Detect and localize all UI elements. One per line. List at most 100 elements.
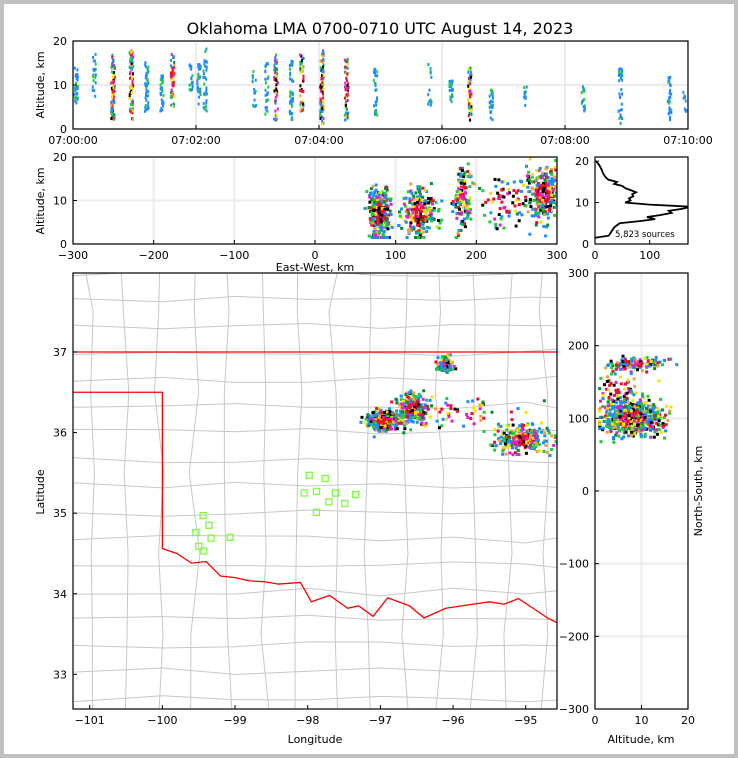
source-point [457, 178, 461, 182]
source-point [650, 408, 654, 412]
source-point [251, 80, 254, 84]
source-point [453, 202, 457, 206]
source-point [511, 446, 515, 450]
source-point [638, 429, 642, 433]
source-point [372, 70, 375, 74]
source-point [541, 189, 545, 193]
source-point [565, 203, 568, 206]
source-point [541, 428, 545, 432]
source-point [558, 200, 561, 203]
source-point [508, 439, 512, 443]
source-point [410, 229, 414, 233]
source-point [421, 218, 425, 222]
lma-station-marker [305, 471, 313, 479]
source-point [403, 204, 407, 208]
source-point [173, 60, 176, 64]
source-point [500, 200, 504, 204]
source-point [605, 430, 609, 434]
source-point [276, 93, 279, 97]
source-point [489, 103, 492, 107]
source-point [631, 403, 635, 407]
source-point [266, 77, 269, 81]
source-point [494, 444, 498, 448]
source-point [422, 199, 426, 203]
source-point [609, 408, 613, 412]
source-point [405, 400, 409, 404]
source-point [467, 97, 470, 101]
source-point [663, 413, 667, 417]
source-point [451, 95, 454, 99]
source-point [110, 100, 113, 104]
source-point [76, 96, 79, 100]
source-point [619, 375, 623, 379]
source-point [547, 431, 551, 435]
source-point [386, 227, 390, 231]
source-point [611, 369, 615, 373]
source-point [130, 107, 133, 111]
source-point [631, 364, 635, 368]
source-point [662, 416, 666, 420]
source-point [560, 197, 563, 200]
source-point [648, 424, 652, 428]
source-point [514, 437, 518, 441]
source-point [554, 191, 557, 195]
source-point [144, 94, 147, 98]
source-point [538, 196, 542, 200]
source-point [529, 205, 533, 209]
source-point [251, 74, 254, 78]
source-point [146, 84, 149, 88]
source-point [530, 422, 534, 426]
source-point [526, 185, 530, 189]
source-point [633, 384, 637, 388]
source-point [426, 407, 430, 411]
source-point [404, 196, 408, 200]
source-point [408, 201, 412, 205]
source-point [451, 88, 454, 92]
source-point [535, 184, 539, 188]
source-point [647, 364, 651, 368]
source-point [374, 88, 377, 92]
lma-station-marker [312, 487, 321, 496]
source-point [641, 415, 645, 419]
source-point [636, 416, 640, 420]
source-point [420, 222, 424, 226]
source-point [531, 438, 535, 442]
source-point [173, 95, 176, 99]
mid-ylabel: Altitude, km [34, 167, 47, 234]
source-point [616, 394, 620, 398]
source-point [301, 59, 304, 63]
source-point [614, 401, 618, 405]
source-point [515, 212, 519, 216]
source-point [343, 58, 346, 62]
source-point [417, 231, 421, 235]
source-point [382, 419, 386, 423]
source-point [198, 63, 201, 67]
source-point [399, 207, 403, 211]
ns-height-ytick-label: 300 [568, 267, 589, 280]
source-point [160, 98, 163, 102]
ew-height-ytick-label: 0 [60, 238, 67, 251]
source-point [266, 92, 269, 96]
source-point [489, 110, 492, 114]
source-point [548, 207, 552, 211]
time-height-xtick-label: 07:10:00 [663, 134, 712, 147]
source-point [289, 63, 292, 67]
source-point [288, 77, 291, 81]
source-point [456, 233, 460, 237]
source-point [407, 403, 411, 407]
source-point [74, 99, 77, 103]
source-point [429, 217, 433, 221]
source-point [608, 383, 612, 387]
source-point [299, 101, 302, 105]
source-point [603, 414, 607, 418]
source-point [375, 205, 379, 209]
plan-view-ytick-label: 37 [53, 346, 67, 359]
source-point [670, 92, 673, 96]
county-border [73, 587, 557, 597]
source-point [373, 233, 377, 237]
source-point [459, 211, 463, 215]
source-point [656, 423, 660, 427]
source-point [500, 430, 504, 434]
source-point [632, 364, 636, 368]
source-point [92, 59, 95, 63]
